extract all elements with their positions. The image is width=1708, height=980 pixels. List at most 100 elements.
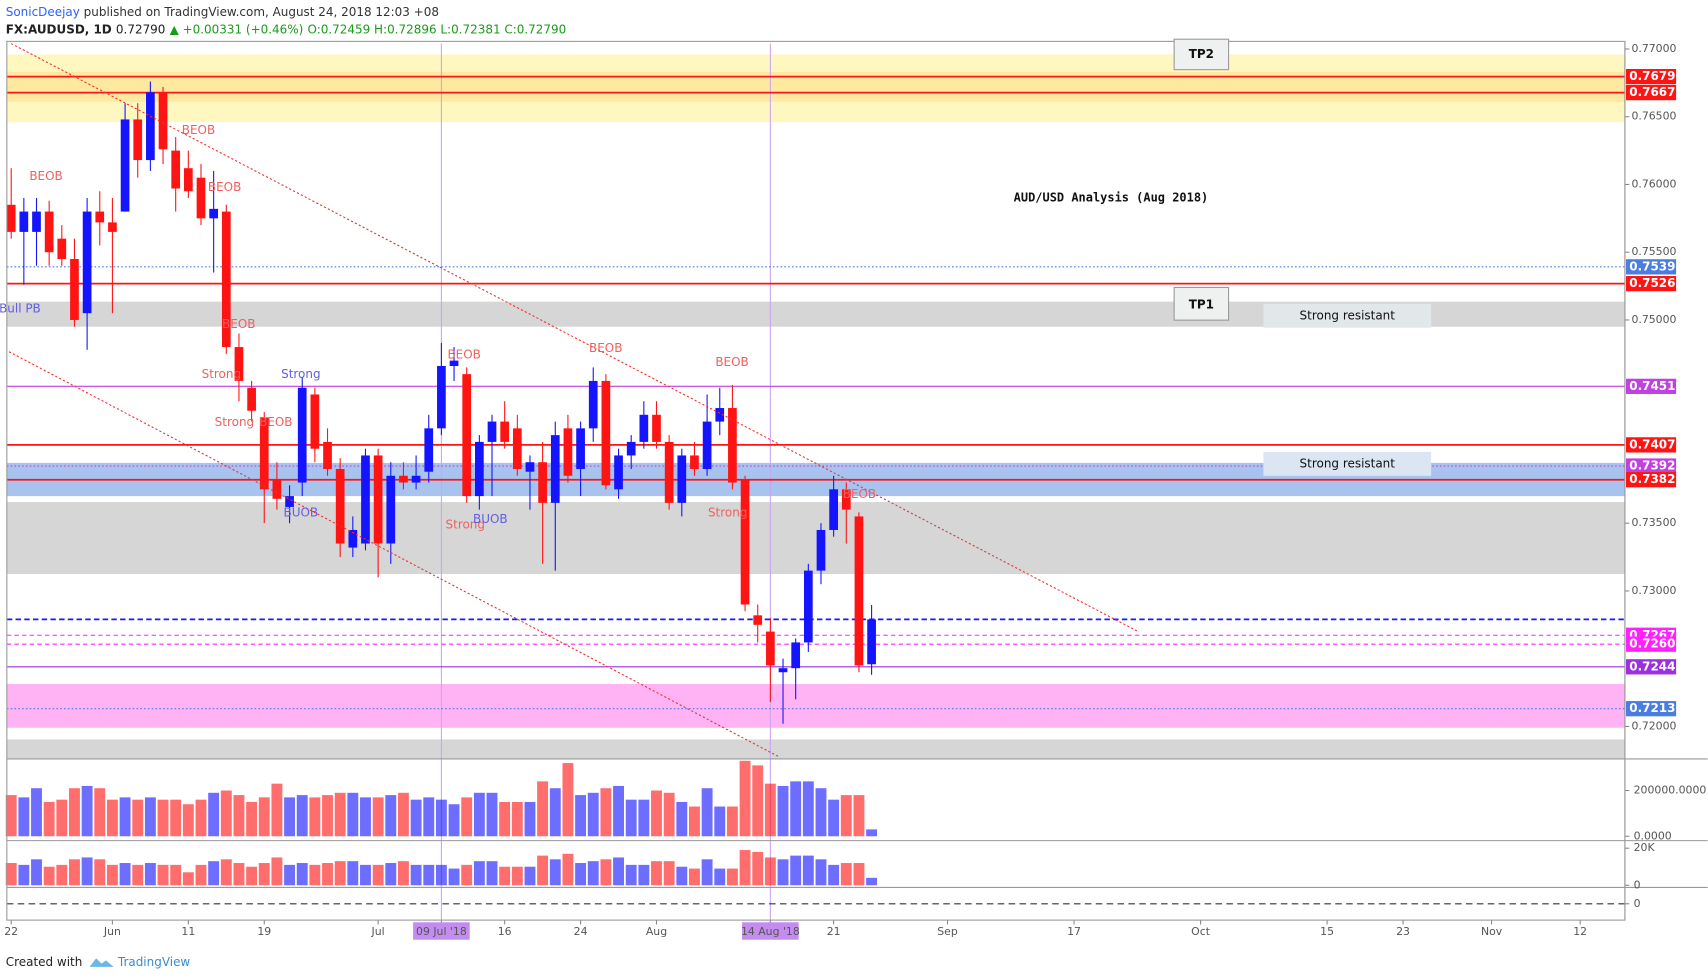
- x-tick-label: Sep: [937, 925, 958, 938]
- y-tick-label: 0.75500: [1631, 245, 1676, 258]
- volume-bar: [410, 799, 422, 837]
- volume-bar: [638, 864, 650, 886]
- tp-box: [1173, 38, 1230, 71]
- volume-bar: [651, 790, 662, 837]
- volume-bar: [511, 801, 523, 837]
- volume-bar: [170, 864, 182, 886]
- header-line: SonicDeejay published on TradingView.com…: [6, 4, 439, 18]
- volume-bar: [651, 861, 662, 886]
- candle-body: [525, 462, 535, 472]
- level-label: 0.73821: [1629, 472, 1684, 486]
- volume-bar: [815, 788, 827, 837]
- annotation: BEOB: [447, 347, 480, 361]
- candle-body: [120, 119, 130, 212]
- candle-body: [563, 428, 573, 476]
- ohlc: O:0.72459 H:0.72896 L:0.72381 C:0.72790: [308, 22, 567, 36]
- symbol-line: FX:AUDUSD, 1D 0.72790 ▲ +0.00331 (+0.46%…: [6, 22, 567, 36]
- volume-bar: [284, 797, 296, 837]
- x-tick-label: 11: [181, 925, 195, 938]
- level-label: 0.74078: [1629, 437, 1684, 451]
- volume-bar: [499, 866, 511, 886]
- volume-bar: [246, 866, 258, 886]
- volume-bar: [372, 864, 384, 886]
- volume-bar: [828, 864, 840, 886]
- annotation: Strong: [215, 415, 254, 429]
- volume-bar: [296, 863, 308, 886]
- candle-body: [57, 238, 67, 259]
- volume-bar: [853, 863, 865, 886]
- volume-bar: [701, 788, 713, 837]
- volume-bar: [220, 790, 232, 837]
- candle-body: [424, 428, 434, 472]
- candle-body: [323, 441, 332, 470]
- y-tick-label: 0.77000: [1631, 42, 1676, 55]
- candle-body: [399, 475, 408, 483]
- volume-bar: [423, 864, 435, 886]
- volume-bar: [726, 868, 738, 886]
- level-tag: [1626, 378, 1677, 394]
- volume-bar: [473, 792, 485, 837]
- candle-body: [19, 211, 29, 232]
- volume-bar: [309, 797, 321, 837]
- volume-bar: [726, 806, 738, 837]
- candle-body: [601, 380, 611, 486]
- volume-bar: [81, 785, 93, 837]
- volume-bar: [334, 861, 346, 886]
- candle-body: [791, 642, 801, 669]
- annotation: BEOB: [182, 123, 215, 137]
- note-box: [1263, 303, 1432, 328]
- author[interactable]: SonicDeejay: [6, 4, 80, 18]
- zone: [6, 684, 1625, 728]
- x-tick-label: 19: [257, 925, 271, 938]
- volume-bar: [701, 859, 713, 886]
- volume-bar: [31, 859, 42, 886]
- level-tag: [1626, 472, 1677, 488]
- y-tick-label: 200000.0000: [1634, 784, 1707, 797]
- candle-body: [209, 208, 219, 219]
- candle-body: [108, 222, 117, 232]
- annotation: Strong: [202, 367, 241, 381]
- y-tick-label: 0.73000: [1631, 584, 1676, 597]
- volume-bar: [284, 864, 296, 886]
- trend-line: [10, 43, 1139, 633]
- volume-bar: [170, 799, 182, 837]
- x-tick-label: Oct: [1191, 925, 1210, 938]
- volume-bar: [43, 866, 55, 886]
- volume-bar: [625, 864, 637, 886]
- y-tick-label: 20K: [1634, 841, 1656, 854]
- volume-bar: [790, 855, 802, 886]
- volume-bar: [144, 863, 156, 886]
- x-tick-label: 23: [1396, 925, 1410, 938]
- candle-body: [639, 414, 649, 442]
- volume-bar: [208, 792, 220, 837]
- change: ▲ +0.00331 (+0.46%): [170, 22, 304, 36]
- volume-bar: [815, 859, 827, 886]
- candle-body: [133, 119, 143, 161]
- candle-body: [183, 168, 193, 192]
- candle-body: [247, 387, 256, 411]
- volume-bar: [106, 864, 118, 886]
- y-tick-label: 0.72000: [1631, 719, 1676, 732]
- tp-label: TP2: [1189, 47, 1214, 61]
- logo: [89, 958, 114, 967]
- volume-bar: [840, 795, 852, 837]
- candle-body: [475, 441, 484, 497]
- volume-bar: [119, 863, 131, 886]
- volume-bar: [334, 792, 346, 837]
- footer-brand[interactable]: TradingView: [117, 955, 191, 969]
- candle-body: [462, 374, 472, 497]
- candle-body: [626, 441, 636, 456]
- annotation: BEOB: [843, 487, 876, 501]
- volume-bar: [600, 859, 612, 886]
- candle-body: [70, 258, 79, 320]
- x-tick-label: 21: [827, 925, 841, 938]
- y-tick-label: 0: [1634, 897, 1641, 910]
- annotation: BEOB: [208, 180, 241, 194]
- candle-body: [816, 529, 826, 571]
- volume-bar: [828, 799, 840, 837]
- volume-bar: [18, 797, 30, 837]
- candle-body: [854, 516, 864, 666]
- volume-bar: [638, 799, 650, 837]
- candle-body: [588, 380, 598, 429]
